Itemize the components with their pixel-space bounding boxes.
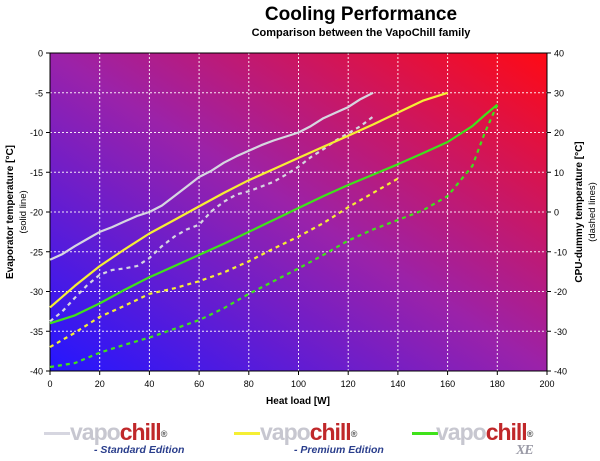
y2-tick-label: 20 <box>554 128 564 138</box>
series-line-cpu-dummy-xe <box>49 104 499 369</box>
series-line-cpu-dummy-standard-edition <box>49 115 374 323</box>
y2-tick-label: 10 <box>554 168 564 178</box>
series-layer <box>49 91 499 369</box>
legend-item-premium: vapochill® - Premium Edition <box>234 418 404 458</box>
y2-axis-label-note: (dashed lines) <box>587 182 598 242</box>
x-tick-label: 60 <box>194 379 204 389</box>
y-tick-label: 0 <box>38 49 43 59</box>
series-line-evaporator-xe <box>49 103 499 325</box>
y-axis-left: 0 -5 -10 -15 -20 -25 -30 -35 -40 <box>30 49 50 377</box>
x-tick-label: 40 <box>144 379 154 389</box>
legend-item-xe: vapochill® XE <box>412 418 572 458</box>
chart-title: Cooling Performance <box>265 4 457 25</box>
y-axis-label: Evaporator temperature [°C] <box>5 145 16 279</box>
x-tick-label: 200 <box>539 379 554 389</box>
y-tick-label: -20 <box>30 208 43 218</box>
x-tick-label: 20 <box>95 379 105 389</box>
legend-line-standard <box>44 432 70 435</box>
series-line-cpu-dummy-premium-edition <box>49 177 399 349</box>
y2-tick-label: -20 <box>554 287 567 297</box>
x-tick-label: 140 <box>390 379 405 389</box>
x-axis-label: Heat load [W] <box>266 396 330 407</box>
legend-label-premium: - Premium Edition <box>294 444 384 456</box>
vapochill-logo-premium: vapochill® <box>260 419 357 445</box>
y-axis-right: 40 30 20 10 0 -10 -20 -30 -40 <box>547 49 567 377</box>
y2-tick-label: -40 <box>554 367 567 377</box>
legend-label-xe: XE <box>516 443 534 458</box>
y-tick-label: -25 <box>30 247 43 257</box>
legend-label-standard: - Standard Edition <box>94 444 185 456</box>
x-tick-label: 80 <box>244 379 254 389</box>
legend-line-xe <box>412 432 438 435</box>
y2-tick-label: -10 <box>554 247 567 257</box>
x-axis: 0 20 40 60 80 100 120 140 160 180 200 <box>47 371 555 389</box>
y-tick-label: -35 <box>30 327 43 337</box>
y-axis-label-note: (solid line) <box>18 190 29 233</box>
legend-item-standard: vapochill® - Standard Edition <box>44 418 214 458</box>
legend-line-premium <box>234 432 260 435</box>
y2-tick-label: 0 <box>554 208 559 218</box>
x-tick-label: 180 <box>490 379 505 389</box>
x-tick-label: 160 <box>440 379 455 389</box>
y2-axis-label: CPU-dummy temperature [°C] <box>574 141 585 282</box>
y-tick-label: -5 <box>35 88 43 98</box>
vapochill-logo-standard: vapochill® <box>70 419 167 445</box>
vapochill-logo-xe: vapochill® <box>436 419 533 445</box>
x-tick-label: 100 <box>291 379 306 389</box>
x-tick-label: 120 <box>341 379 356 389</box>
y-tick-label: -10 <box>30 128 43 138</box>
series-line-evaporator-premium-edition <box>49 91 448 309</box>
y2-tick-label: 30 <box>554 88 564 98</box>
chart-subtitle: Comparison between the VapoChill family <box>252 27 472 39</box>
y2-tick-label: 40 <box>554 49 564 59</box>
x-tick-label: 0 <box>47 379 52 389</box>
y-tick-label: -15 <box>30 168 43 178</box>
y-tick-label: -30 <box>30 287 43 297</box>
series-line-evaporator-standard-edition <box>49 91 374 261</box>
y-tick-label: -40 <box>30 367 43 377</box>
y2-tick-label: -30 <box>554 327 567 337</box>
